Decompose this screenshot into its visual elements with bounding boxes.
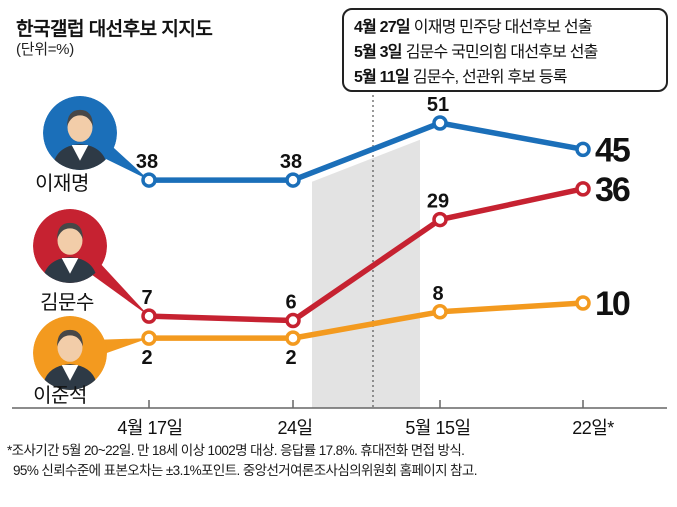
series-line-2 (146, 300, 586, 341)
data-point-marker (575, 181, 591, 197)
value-label: 2 (141, 347, 152, 369)
data-point-marker (575, 141, 591, 158)
annotation-text: 김문수 국민의힘 대선후보 선출 (405, 44, 599, 61)
candidate-name-lee-jun-seok: 이준석 (33, 385, 87, 407)
candidate-name-kim-moon-soo: 김문수 (40, 292, 94, 314)
value-label: 36 (595, 171, 630, 209)
value-label: 45 (595, 131, 630, 169)
x-axis-label: 22일* (572, 418, 614, 438)
annotation-date: 4월 27일 (354, 19, 411, 36)
data-point-marker (432, 304, 448, 320)
value-label: 29 (427, 191, 449, 213)
value-label: 6 (285, 292, 296, 314)
data-point-marker (285, 330, 301, 346)
annotation-date: 5월 3일 (354, 44, 402, 61)
x-axis-label: 5월 15일 (405, 418, 471, 438)
highlight-band (312, 139, 420, 408)
candidate-avatar-lee-jun-seok (33, 316, 107, 390)
value-label: 51 (427, 94, 449, 116)
footnote-line-2: 95% 신뢰수준에 표본오차는 ±3.1%포인트. 중앙선거여론조사심의위원회 … (13, 462, 477, 478)
annotation-date: 5월 11일 (354, 69, 410, 86)
data-point-marker (575, 295, 591, 311)
annotation-line: 5월 11일 김문수, 선관위 후보 등록 (354, 65, 666, 90)
footnote-line-1: *조사기간 5월 20~22일. 만 18세 이상 1002명 대상. 응답률 … (7, 443, 465, 458)
candidate-name-lee-jae-myung: 이재명 (35, 173, 89, 195)
data-point-marker (141, 330, 157, 346)
series-line-1 (146, 186, 586, 324)
annotation-box: 4월 27일 이재명 민주당 대선후보 선출 5월 3일 김문수 국민의힘 대선후보… (342, 8, 668, 92)
x-axis-label: 4월 17일 (117, 418, 183, 438)
series-line-0 (146, 120, 586, 183)
avatar-pointer (103, 338, 149, 354)
value-label: 38 (136, 151, 158, 173)
value-label: 10 (595, 285, 630, 323)
avatar-pointer (104, 146, 149, 181)
x-axis-label: 24일 (277, 418, 313, 438)
annotation-text: 김문수, 선관위 후보 등록 (412, 69, 568, 86)
data-point-marker (285, 172, 301, 188)
data-point-marker (141, 308, 157, 324)
survey-footnote: *조사기간 5월 20~22일. 만 18세 이상 1002명 대상. 응답률 … (7, 441, 477, 480)
page-title: 한국갤럽 대선후보 지지도 (16, 19, 213, 40)
annotation-line: 5월 3일 김문수 국민의힘 대선후보 선출 (354, 40, 666, 65)
value-label: 2 (285, 347, 296, 369)
unit-label: (단위=%) (16, 41, 74, 58)
data-point-marker (141, 172, 157, 188)
annotation-text: 이재명 민주당 대선후보 선출 (413, 19, 593, 36)
annotation-line: 4월 27일 이재명 민주당 대선후보 선출 (354, 15, 666, 40)
avatar-pointer (91, 264, 149, 317)
data-point-marker (432, 211, 448, 228)
value-label: 7 (141, 287, 152, 309)
candidate-avatar-lee-jae-myung (43, 96, 117, 170)
data-point-marker (285, 312, 301, 329)
data-point-marker (432, 115, 448, 131)
value-label: 8 (432, 283, 443, 305)
value-label: 38 (280, 151, 302, 173)
candidate-avatar-kim-moon-soo (33, 209, 107, 283)
